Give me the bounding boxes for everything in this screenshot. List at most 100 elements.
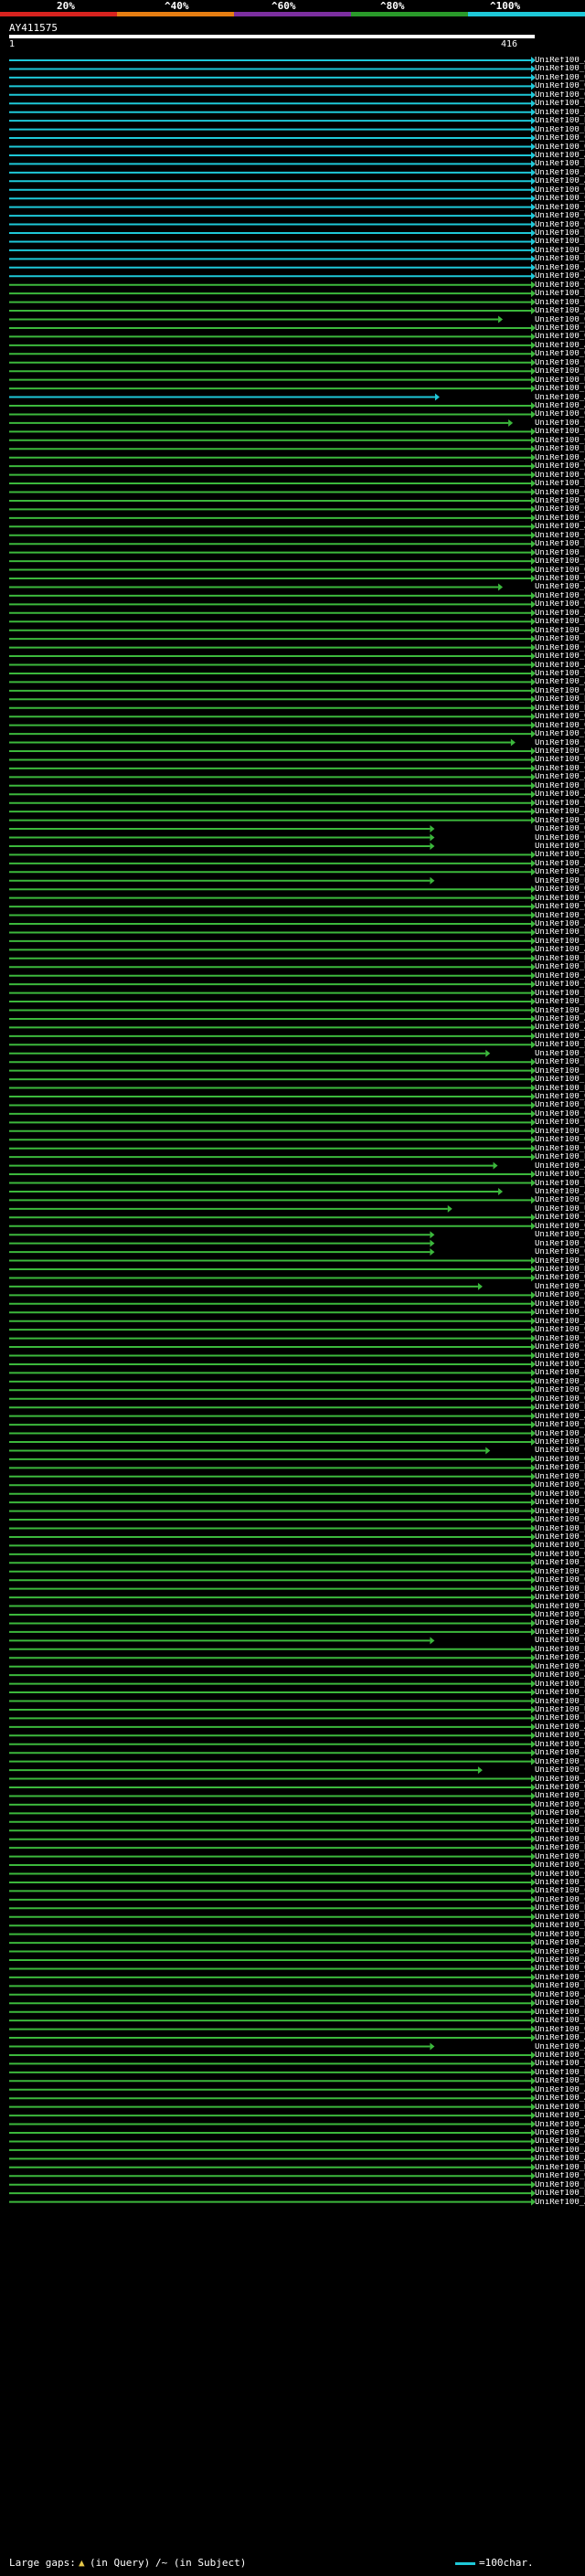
hit-bar[interactable] bbox=[9, 2146, 535, 2154]
hit-bar[interactable] bbox=[9, 523, 535, 531]
hit-bar[interactable] bbox=[9, 2172, 535, 2180]
hit-label[interactable]: UniRef100_B7IRI4 bbox=[535, 1645, 585, 1654]
hit-label[interactable]: UniRef100_C5F1W5 bbox=[535, 652, 585, 662]
hit-bar[interactable] bbox=[9, 1489, 535, 1498]
hit-label[interactable]: UniRef100_Q1Y133 bbox=[535, 2025, 585, 2034]
hit-label[interactable]: UniRef100_C1ZTI0 bbox=[535, 1049, 585, 1058]
hit-label[interactable]: UniRef100_A3VY46 bbox=[535, 1990, 585, 1999]
hit-bar[interactable] bbox=[9, 117, 535, 125]
hit-bar[interactable] bbox=[9, 1144, 535, 1152]
hit-label[interactable]: UniRef100_Q6SHM3 bbox=[535, 2060, 585, 2069]
hit-bar[interactable] bbox=[9, 1360, 535, 1368]
hit-bar[interactable] bbox=[9, 1447, 491, 1455]
hit-label[interactable]: UniRef100_UPI000... bbox=[535, 1204, 585, 1214]
hit-bar[interactable] bbox=[9, 2163, 535, 2171]
hit-label[interactable]: UniRef100_C1DOP5 bbox=[535, 1749, 585, 1758]
hit-bar[interactable] bbox=[9, 1404, 535, 1412]
hit-bar[interactable] bbox=[9, 255, 535, 263]
hit-label[interactable]: UniRef100_Q5R266 bbox=[535, 428, 585, 437]
hit-label[interactable]: UniRef100_P29509 bbox=[535, 548, 585, 557]
hit-label[interactable]: UniRef100_B6TLA2 bbox=[535, 238, 585, 247]
hit-label[interactable]: UniRef100_A3ZVZ9 bbox=[535, 1429, 585, 1438]
hit-bar[interactable] bbox=[9, 686, 535, 694]
hit-label[interactable]: UniRef100_Q6HAZ4 bbox=[535, 385, 585, 394]
hit-label[interactable]: UniRef100_A6LNJ0 bbox=[535, 168, 585, 177]
hit-bar[interactable] bbox=[9, 1619, 535, 1627]
hit-bar[interactable] bbox=[9, 1524, 535, 1532]
hit-label[interactable]: UniRef100_Q8NYN7 bbox=[535, 1784, 585, 1792]
hit-label[interactable]: UniRef100_Q22740 bbox=[535, 894, 585, 903]
hit-bar[interactable] bbox=[9, 833, 435, 842]
hit-label[interactable]: UniRef100_B8B514 bbox=[535, 1464, 585, 1473]
hit-bar[interactable] bbox=[9, 298, 535, 306]
hit-bar[interactable] bbox=[9, 488, 535, 496]
hit-label[interactable]: UniRef100_B9ZYP5 bbox=[535, 1542, 585, 1551]
hit-bar[interactable] bbox=[9, 1291, 535, 1299]
hit-label[interactable]: UniRef100_A3UF38 bbox=[535, 2094, 585, 2104]
hit-bar[interactable] bbox=[9, 635, 535, 643]
hit-bar[interactable] bbox=[9, 1714, 535, 1723]
hit-bar[interactable] bbox=[9, 436, 535, 444]
hit-bar[interactable] bbox=[9, 57, 535, 64]
hit-bar[interactable] bbox=[9, 1136, 535, 1144]
hit-bar[interactable] bbox=[9, 1835, 535, 1843]
hit-bar[interactable] bbox=[9, 1956, 535, 1964]
hit-label[interactable]: UniRef100_B9X344 bbox=[535, 1999, 585, 2009]
hit-label[interactable]: UniRef100_B3LUE9 bbox=[535, 540, 585, 549]
hit-label[interactable]: UniRef100_B5VWQ5 bbox=[535, 781, 585, 790]
hit-label[interactable]: UniRef100_C8ZYO3 bbox=[535, 1532, 585, 1542]
hit-label[interactable]: UniRef100_B3DUU5 bbox=[535, 1930, 585, 1939]
hit-bar[interactable] bbox=[9, 1023, 535, 1032]
hit-label[interactable]: UniRef100_Q8DHM2 bbox=[535, 1136, 585, 1145]
hit-bar[interactable] bbox=[9, 1567, 535, 1575]
hit-label[interactable]: UniRef100_C2XJ14 bbox=[535, 1352, 585, 1361]
hit-label[interactable]: UniRef100_B9SD25 bbox=[535, 695, 585, 705]
hit-bar[interactable] bbox=[9, 82, 535, 90]
hit-bar[interactable] bbox=[9, 480, 535, 488]
hit-label[interactable]: UniRef100_B2SVZ9 bbox=[535, 480, 585, 489]
hit-label[interactable]: UniRef100_Q2S4H7 bbox=[535, 686, 585, 695]
hit-bar[interactable] bbox=[9, 419, 514, 427]
hit-label[interactable]: UniRef100_C4RMK8 bbox=[535, 1689, 585, 1698]
hit-label[interactable]: UniRef100_Q6ZFU6 bbox=[535, 186, 585, 195]
hit-label[interactable]: UniRef100_A7RDQ2 bbox=[535, 1023, 585, 1033]
hit-bar[interactable] bbox=[9, 1904, 535, 1913]
hit-label[interactable]: UniRef100_B4FQ13 bbox=[535, 290, 585, 299]
hit-label[interactable]: UniRef100_Q02229 bbox=[535, 1809, 585, 1818]
hit-label[interactable]: UniRef100_Q5RTN2 bbox=[535, 1507, 585, 1516]
hit-label[interactable]: UniRef100_B7ZY93 bbox=[535, 229, 585, 238]
hit-bar[interactable] bbox=[9, 2077, 535, 2085]
hit-label[interactable]: UniRef100_C0Z6P1 bbox=[535, 1766, 585, 1776]
hit-label[interactable]: UniRef100_Q0DCH8 bbox=[535, 212, 585, 221]
hit-bar[interactable] bbox=[9, 1455, 535, 1463]
hit-bar[interactable] bbox=[9, 1757, 535, 1765]
hit-label[interactable]: UniRef100_A9RGV2 bbox=[535, 263, 585, 272]
hit-label[interactable]: UniRef100_A0Z8I0 bbox=[535, 1187, 585, 1196]
hit-label[interactable]: UniRef100_D0WH07 bbox=[535, 2163, 585, 2172]
hit-bar[interactable] bbox=[9, 220, 535, 228]
hit-label[interactable]: UniRef100_Q8GIU1 bbox=[535, 1144, 585, 1153]
hit-label[interactable]: UniRef100_B3T7X4 bbox=[535, 1524, 585, 1533]
hit-label[interactable]: UniRef100_B0EMK0 bbox=[535, 445, 585, 454]
hit-bar[interactable] bbox=[9, 1507, 535, 1515]
hit-label[interactable]: UniRef100_Q7VB53 bbox=[535, 1732, 585, 1741]
hit-bar[interactable] bbox=[9, 998, 535, 1006]
hit-label[interactable]: UniRef100_C7QMK8 bbox=[535, 1171, 585, 1180]
hit-label[interactable]: UniRef100_Q5VT26 bbox=[535, 1447, 585, 1456]
hit-bar[interactable] bbox=[9, 1153, 535, 1161]
hit-bar[interactable] bbox=[9, 730, 535, 738]
hit-label[interactable]: UniRef100_C6M2T2 bbox=[535, 981, 585, 990]
hit-label[interactable]: UniRef100_A4SV19 bbox=[535, 1723, 585, 1732]
hit-bar[interactable] bbox=[9, 2051, 535, 2059]
hit-label[interactable]: UniRef100_C6PA06 bbox=[535, 2077, 585, 2086]
hit-bar[interactable] bbox=[9, 1481, 535, 1489]
hit-bar[interactable] bbox=[9, 989, 535, 997]
hit-label[interactable]: UniRef100_C4L9D5 bbox=[535, 419, 585, 428]
hit-label[interactable]: UniRef100_A6RBL1 bbox=[535, 920, 585, 928]
hit-label[interactable]: UniRef100_P38816 bbox=[535, 635, 585, 644]
hit-label[interactable]: UniRef100_B9I0K0 bbox=[535, 117, 585, 126]
hit-label[interactable]: UniRef100_Q93QI1 bbox=[535, 1800, 585, 1809]
hit-label[interactable]: UniRef100_B2URK9 bbox=[535, 1852, 585, 1861]
hit-label[interactable]: UniRef100_Q9YHX7 bbox=[535, 1489, 585, 1499]
hit-bar[interactable] bbox=[9, 323, 535, 332]
